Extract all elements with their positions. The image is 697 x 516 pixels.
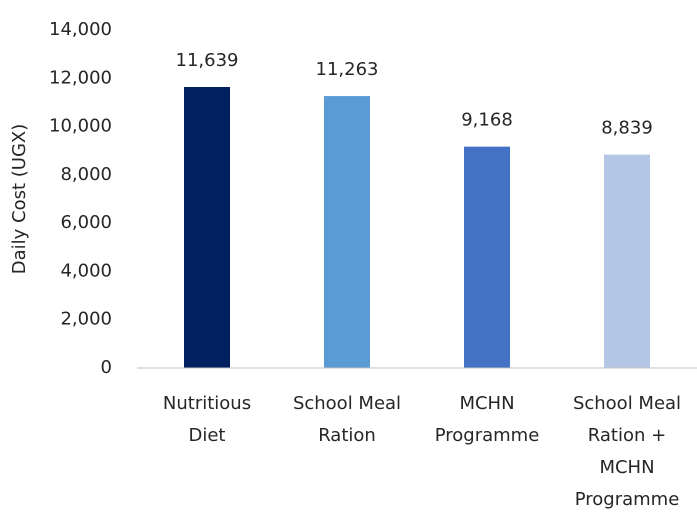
- x-tick-label: MCHN Programme: [434, 393, 540, 446]
- y-tick-label: 10,000: [49, 116, 112, 137]
- data-label: 8,839: [601, 118, 653, 139]
- bar: [324, 96, 370, 368]
- y-tick-label: 14,000: [49, 19, 112, 40]
- x-tick-label: School Meal Ration + MCHN Programme: [572, 393, 682, 510]
- y-axis-label: Daily Cost (UGX): [9, 124, 30, 275]
- data-label: 11,263: [316, 59, 379, 80]
- x-tick-label: School Meal Ration: [292, 393, 402, 446]
- data-label: 11,639: [176, 50, 239, 71]
- bar: [604, 154, 650, 368]
- y-tick-label: 6,000: [60, 212, 112, 233]
- y-tick-label: 12,000: [49, 67, 112, 88]
- bar: [464, 146, 510, 368]
- y-tick-label: 4,000: [60, 260, 112, 281]
- y-tick-label: 8,000: [60, 164, 112, 185]
- x-tick-label: Nutritious Diet: [162, 393, 252, 446]
- bar: [184, 87, 230, 369]
- y-tick-label: 0: [101, 357, 112, 378]
- data-label: 9,168: [461, 110, 513, 131]
- y-tick-label: 2,000: [60, 309, 112, 330]
